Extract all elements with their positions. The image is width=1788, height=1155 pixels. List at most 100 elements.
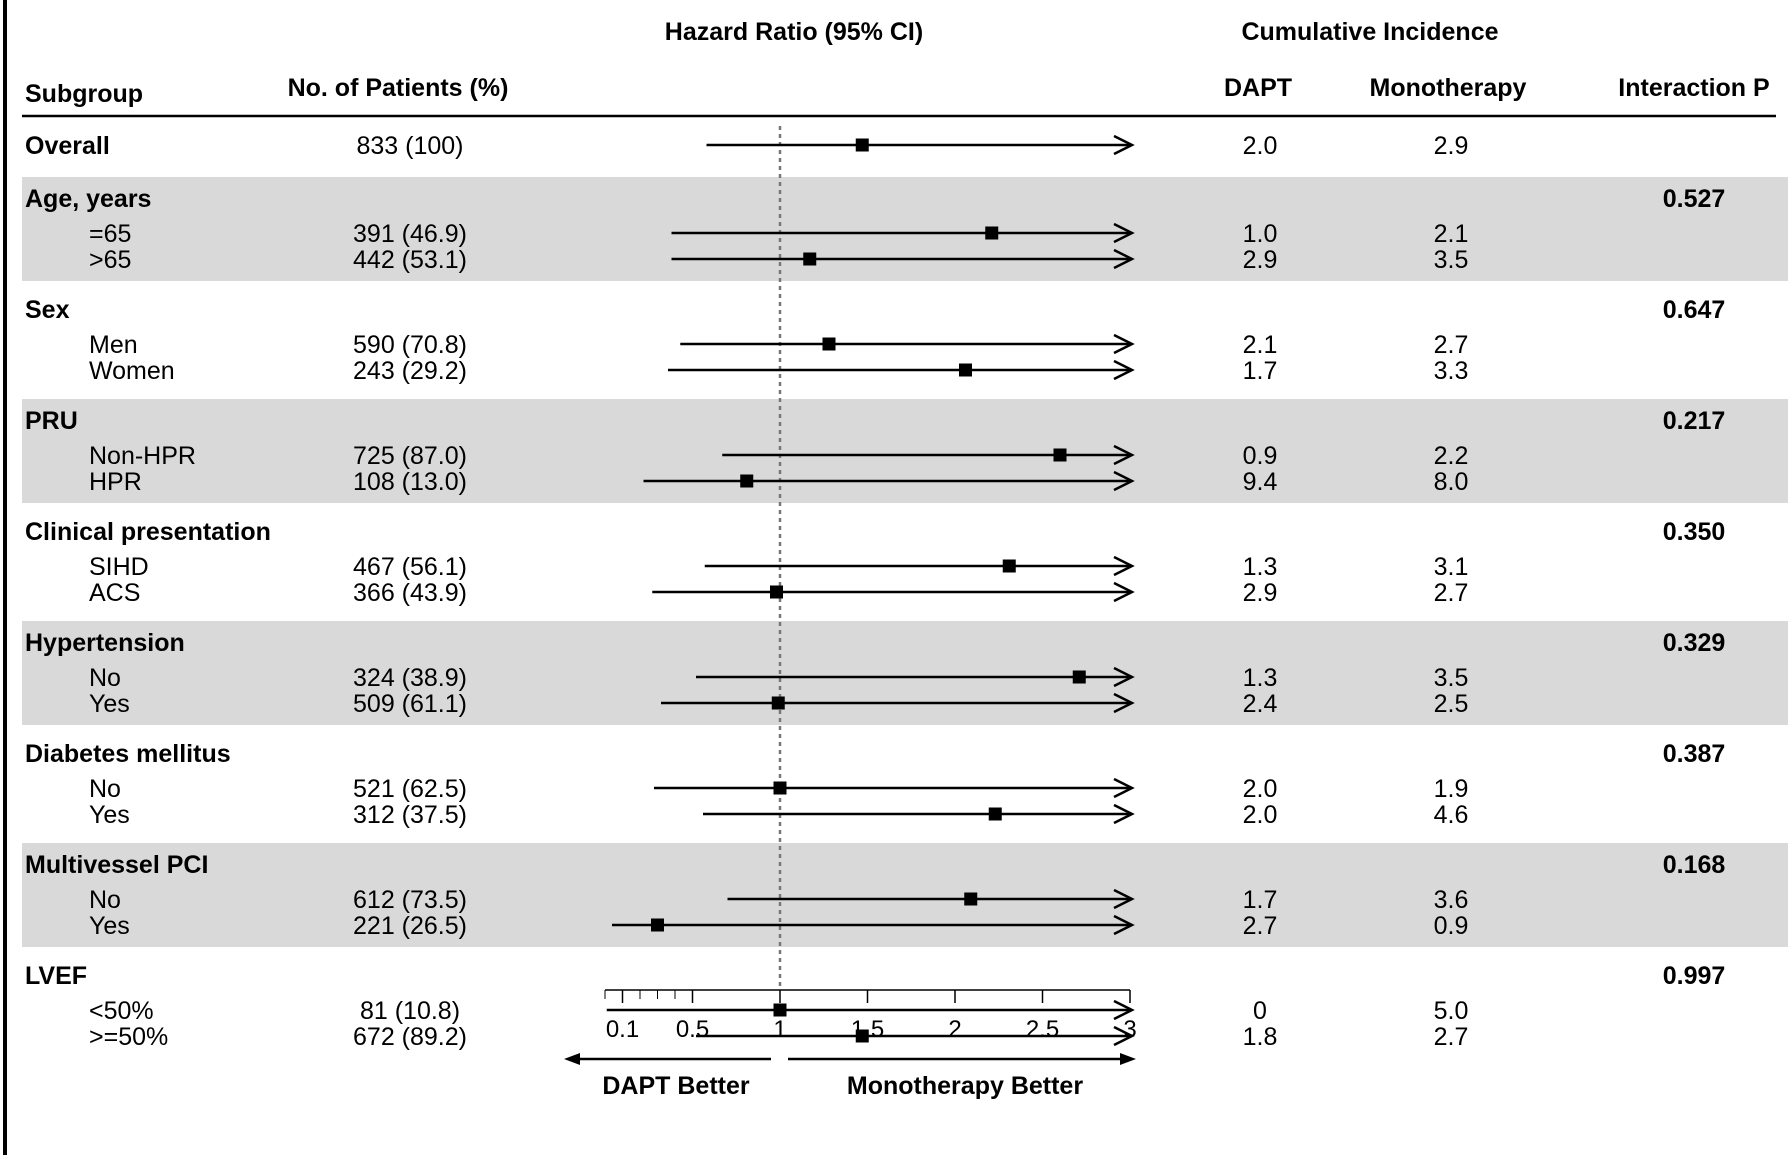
x-axis-tick-label: 0.1 [606,1016,639,1043]
shaded-row-band [22,621,1788,725]
ci-arrowhead [1113,470,1135,492]
ci-arrowhead [1113,333,1135,355]
hazard-ratio-marker [822,337,836,351]
monotherapy-incidence: 3.3 [1434,357,1469,385]
ci-arrowhead [1113,777,1135,799]
subgroup-label: >=50% [89,1023,168,1051]
ci-arrowhead [1113,666,1135,688]
patients-count: 590 (70.8) [353,331,467,359]
group-label: Hypertension [25,629,185,657]
dapt-incidence: 2.7 [1243,912,1278,940]
ci-arrowhead [1113,248,1135,270]
group-label: Age, years [25,185,151,213]
group-label: Sex [25,296,70,324]
patients-count: 725 (87.0) [353,442,467,470]
ci-arrowhead [1113,914,1135,936]
group-label: Clinical presentation [25,518,271,546]
patients-count: 243 (29.2) [353,357,467,385]
dapt-incidence: 2.0 [1243,132,1278,160]
dapt-incidence: 2.4 [1243,690,1278,718]
hazard-ratio-marker [740,474,754,488]
monotherapy-incidence: 2.9 [1434,132,1469,160]
x-axis-tick-label: 0.5 [676,1016,709,1043]
patients-count: 366 (43.9) [353,579,467,607]
ci-arrowhead [1113,359,1135,381]
hazard-ratio-marker [855,138,869,152]
subgroup-label: HPR [89,468,142,496]
ci-arrowhead [1113,222,1135,244]
dapt-better-label: DAPT Better [602,1072,750,1100]
shaded-row-band [22,399,1788,503]
ci-arrowhead [1113,888,1135,910]
dapt-incidence: 9.4 [1243,468,1278,496]
subgroup-label: Yes [89,801,130,829]
subgroup-label: >65 [89,246,131,274]
ci-arrowhead [1113,803,1135,825]
interaction-p-value: 0.217 [1663,407,1726,435]
monotherapy-incidence: 2.5 [1434,690,1469,718]
subgroup-label: Yes [89,912,130,940]
dapt-incidence: 2.0 [1243,775,1278,803]
monotherapy-header: Monotherapy [1370,74,1527,102]
patients-count: 391 (46.9) [353,220,467,248]
patients-count: 467 (56.1) [353,553,467,581]
patients-count: 324 (38.9) [353,664,467,692]
monotherapy-incidence: 3.5 [1434,664,1469,692]
monotherapy-better-arrowhead [1120,1053,1136,1065]
ci-arrowhead [1113,692,1135,714]
x-axis-tick-label: 2.5 [1026,1016,1059,1043]
monotherapy-better-label: Monotherapy Better [847,1072,1083,1100]
interaction-p-value: 0.350 [1663,518,1726,546]
patients-count: 833 (100) [356,132,463,160]
interaction-p-value: 0.329 [1663,629,1726,657]
dapt-incidence: 1.3 [1243,553,1278,581]
hazard-ratio-marker [988,807,1002,821]
patients-count: 312 (37.5) [353,801,467,829]
dapt-incidence: 1.0 [1243,220,1278,248]
subgroup-label: No [89,775,121,803]
patients-count: 672 (89.2) [353,1023,467,1051]
row-band-layer [22,177,1788,947]
hazard-ratio-marker [803,252,817,266]
hazard-ratio-marker [651,918,664,932]
x-axis-tick-label: 2 [948,1016,961,1043]
dapt-incidence: 0.9 [1243,442,1278,470]
ci-arrowhead [1113,134,1135,156]
interaction-p-value: 0.527 [1663,185,1726,213]
patients-count: 81 (10.8) [360,997,460,1025]
hazard-ratio-marker [773,781,787,795]
group-label: Diabetes mellitus [25,740,231,768]
cumulative-incidence-header: Cumulative Incidence [1241,18,1498,46]
monotherapy-incidence: 5.0 [1434,997,1469,1025]
monotherapy-incidence: 2.7 [1434,331,1469,359]
hazard-ratio-marker [959,363,972,377]
monotherapy-incidence: 3.6 [1434,886,1469,914]
ci-arrowhead [1113,1025,1135,1047]
hazard-ratio-marker [771,696,785,710]
monotherapy-incidence: 3.1 [1434,553,1469,581]
x-axis: 0.1 0.5 1 1.5 2 2.5 3 [604,989,1137,1043]
hazard-ratio-marker [1002,559,1016,573]
monotherapy-incidence: 2.1 [1434,220,1469,248]
subgroup-label: Women [89,357,175,385]
subgroup-label: Men [89,331,138,359]
patients-count: 108 (13.0) [353,468,467,496]
dapt-incidence: 2.1 [1243,331,1278,359]
monotherapy-incidence: 2.7 [1434,1023,1469,1051]
dapt-better-arrowhead [564,1053,580,1065]
dapt-header: DAPT [1224,74,1292,102]
hazard-ratio-marker [985,226,999,240]
x-axis-tick-label: 3 [1123,1016,1136,1043]
interaction-p-value: 0.647 [1663,296,1726,324]
ci-arrowhead [1113,555,1135,577]
group-label: Multivessel PCI [25,851,208,879]
monotherapy-incidence: 8.0 [1434,468,1469,496]
hazard-ratio-marker [964,892,978,906]
ci-arrowhead [1113,999,1135,1021]
hazard-ratio-header: Hazard Ratio (95% CI) [665,18,923,46]
monotherapy-incidence: 2.7 [1434,579,1469,607]
patients-count: 521 (62.5) [353,775,467,803]
dapt-incidence: 2.0 [1243,801,1278,829]
dapt-incidence: 1.7 [1243,357,1278,385]
dapt-incidence: 1.3 [1243,664,1278,692]
